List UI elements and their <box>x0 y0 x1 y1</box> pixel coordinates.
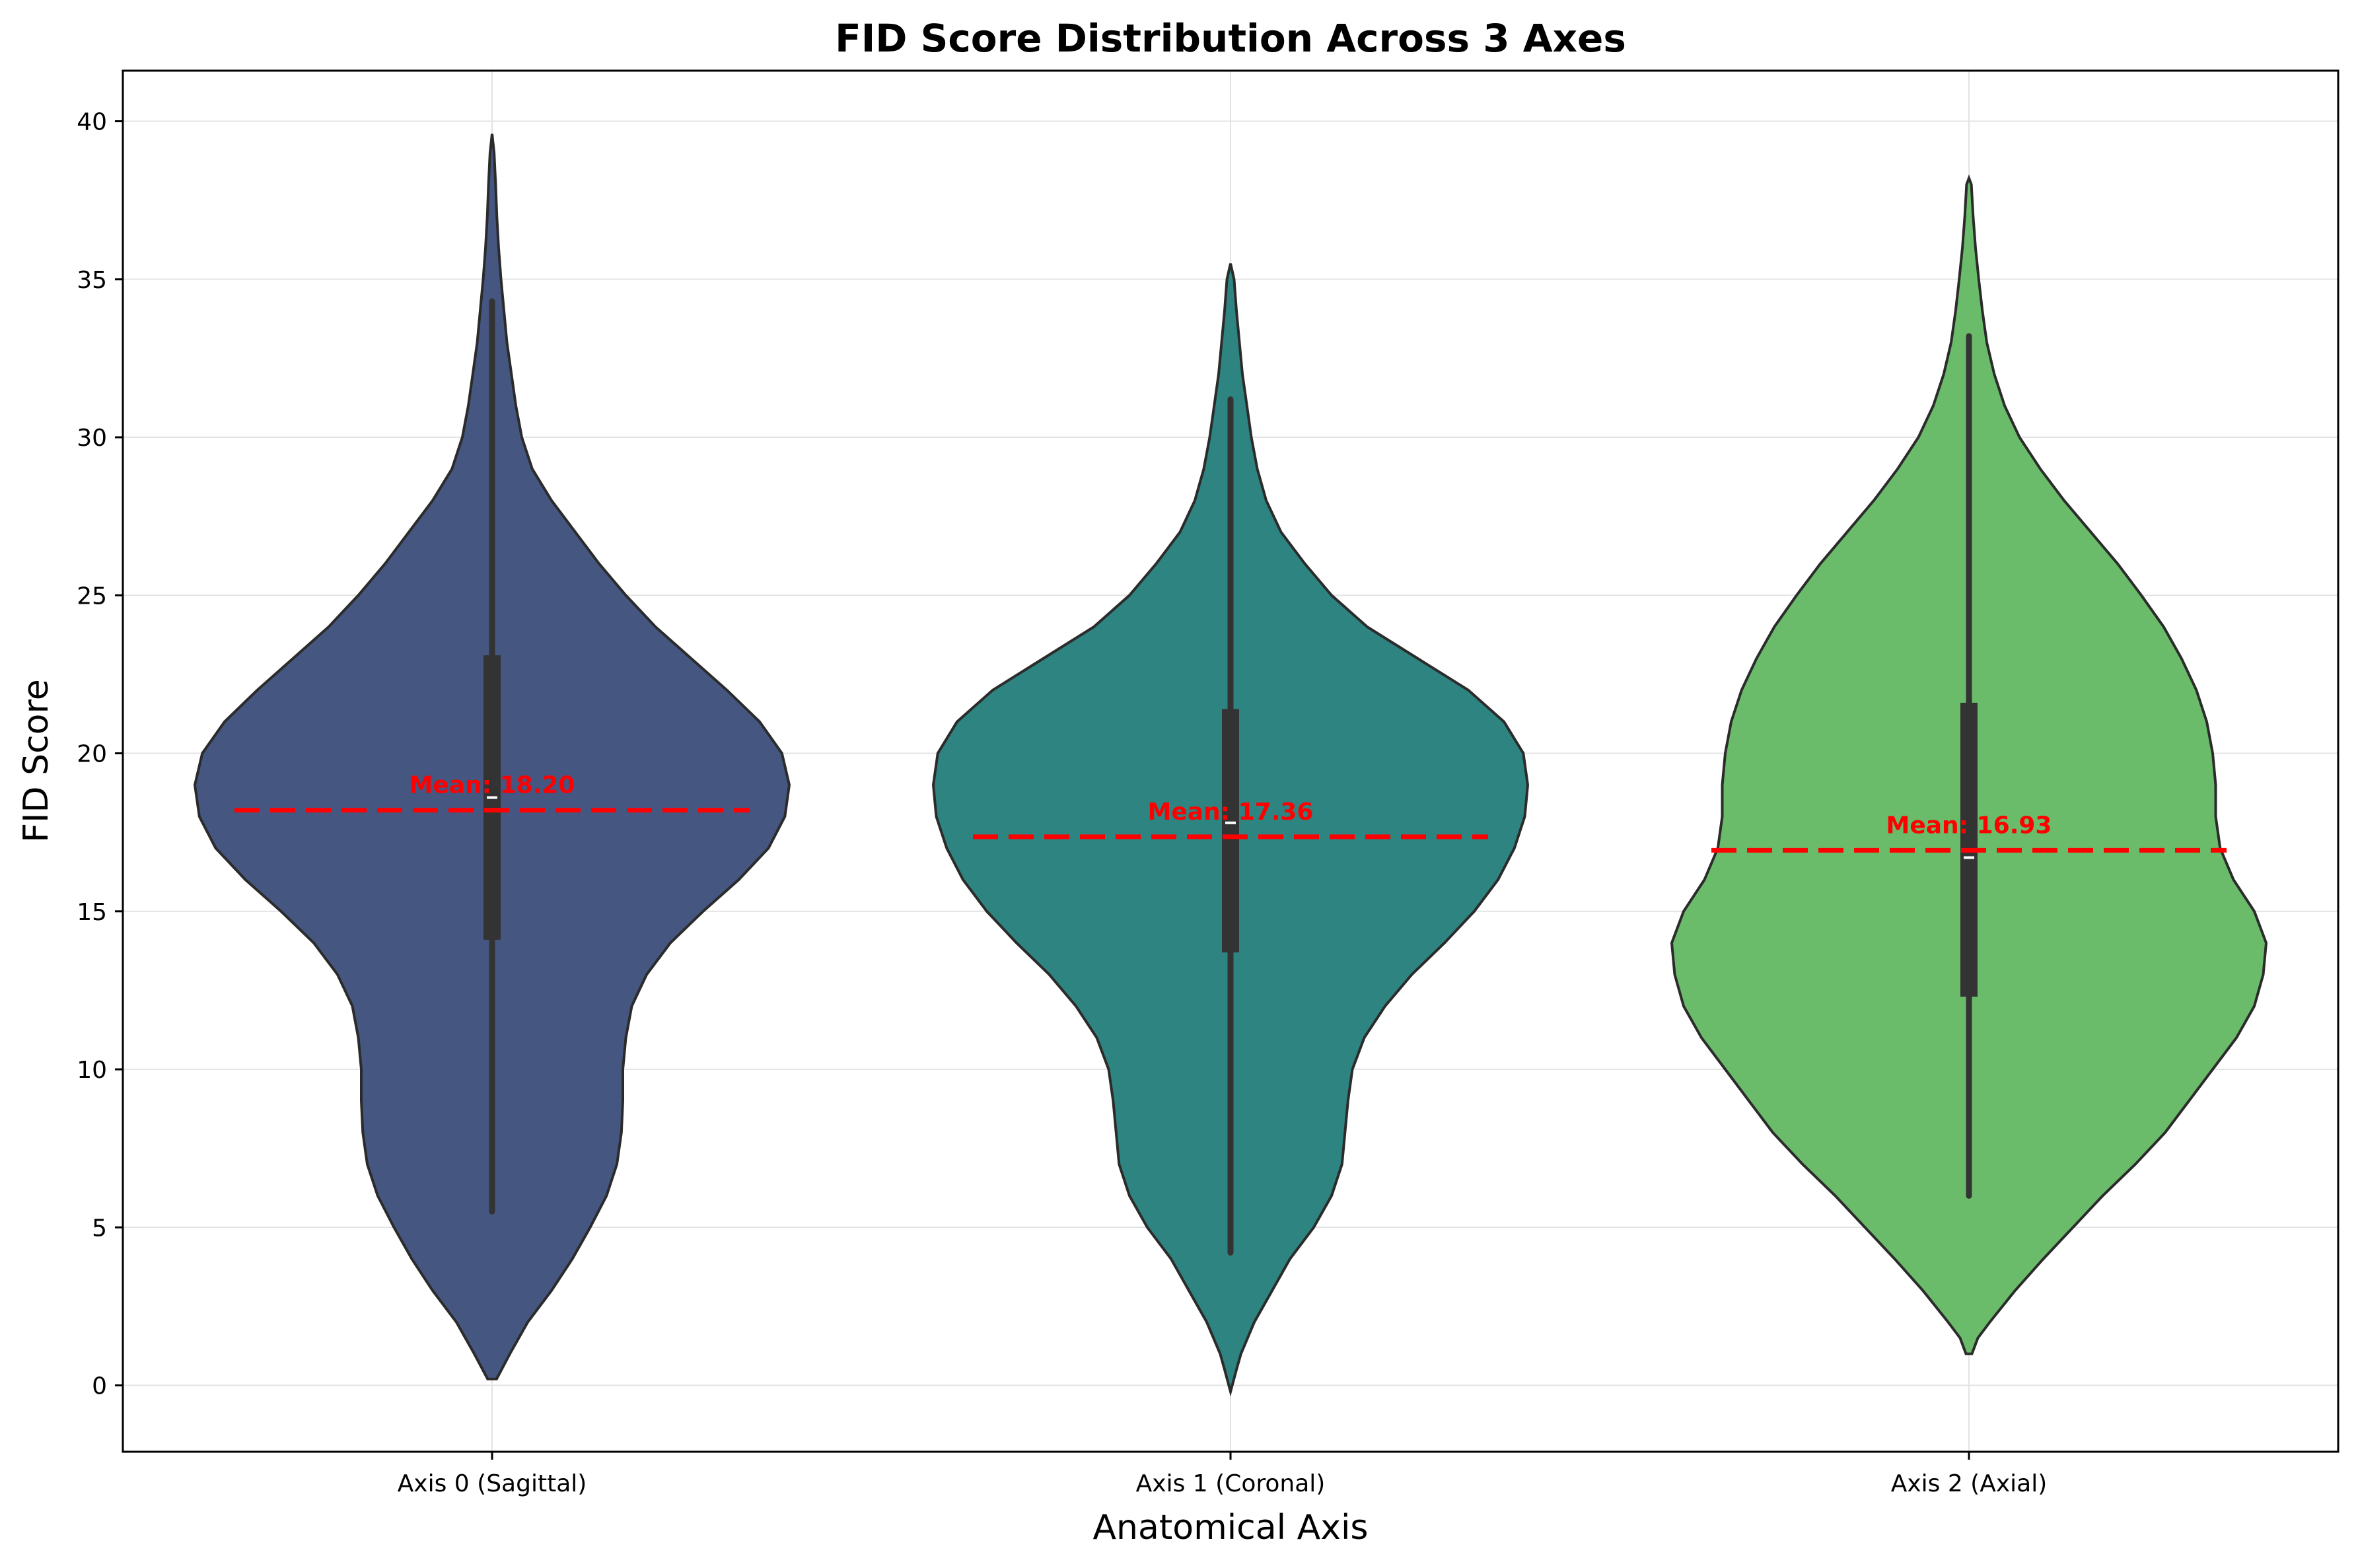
y-tick-label: 30 <box>77 425 107 452</box>
tick-layer: 0 5 10 15 20 25 30 35 40 Axis 0 (Sagittal) Axis 1 … <box>77 109 2047 1497</box>
x-tick-label: Axis 1 (Coronal) <box>1136 1470 1326 1497</box>
mean-layer: Mean: 18.20 Mean: 17.36 Mean: 16.93 <box>234 772 2227 853</box>
iqr-box <box>1222 709 1239 952</box>
mean-label: Mean: 17.36 <box>1148 799 1314 826</box>
y-tick-label: 5 <box>92 1215 107 1242</box>
y-tick-label: 35 <box>77 267 107 294</box>
y-tick-label: 40 <box>77 109 107 136</box>
chart-title: FID Score Distribution Across 3 Axes <box>835 16 1626 61</box>
y-tick-label: 25 <box>77 583 107 610</box>
mean-label: Mean: 16.93 <box>1886 812 2052 839</box>
y-tick-label: 20 <box>77 741 107 768</box>
x-tick-label: Axis 0 (Sagittal) <box>398 1470 587 1497</box>
y-axis-label: FID Score <box>17 679 56 842</box>
x-tick-label: Axis 2 (Axial) <box>1891 1470 2048 1497</box>
x-axis-label: Anatomical Axis <box>1092 1508 1368 1548</box>
y-tick-label: 10 <box>77 1057 107 1084</box>
y-tick-label: 15 <box>77 899 107 926</box>
y-tick-label: 0 <box>92 1373 107 1400</box>
violin-layer <box>193 133 2268 1397</box>
mean-label: Mean: 18.20 <box>410 772 575 799</box>
